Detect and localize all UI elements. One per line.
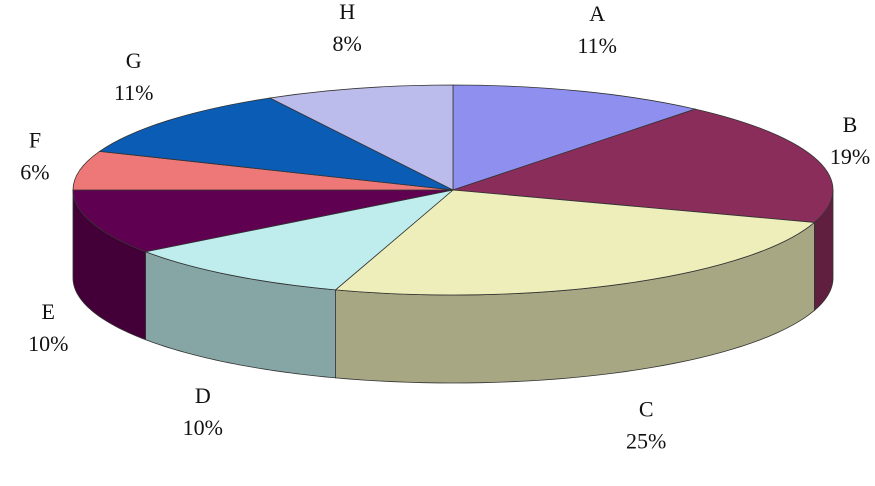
slice [268,84,454,191]
slice-label: G [126,48,142,73]
value-label: 10% [183,415,223,440]
slice [98,97,454,191]
slice [334,189,816,296]
slice-label: E [42,299,55,324]
value-label: 10% [28,331,68,356]
slice-label: B [843,112,858,137]
value-label: 8% [332,31,361,56]
slice [452,84,697,191]
slice-label: C [639,397,654,422]
value-label: 19% [830,144,870,169]
slice [452,108,834,223]
value-label: 25% [626,429,666,454]
slice [72,189,454,253]
value-label: 6% [20,160,49,185]
slice-label: H [339,0,355,24]
slice-label: F [29,128,41,153]
slice-label: A [589,1,605,26]
slice [144,189,455,291]
value-label: 11% [577,33,617,58]
slice-label: D [195,383,211,408]
value-label: 11% [114,80,154,105]
slice [72,150,454,191]
